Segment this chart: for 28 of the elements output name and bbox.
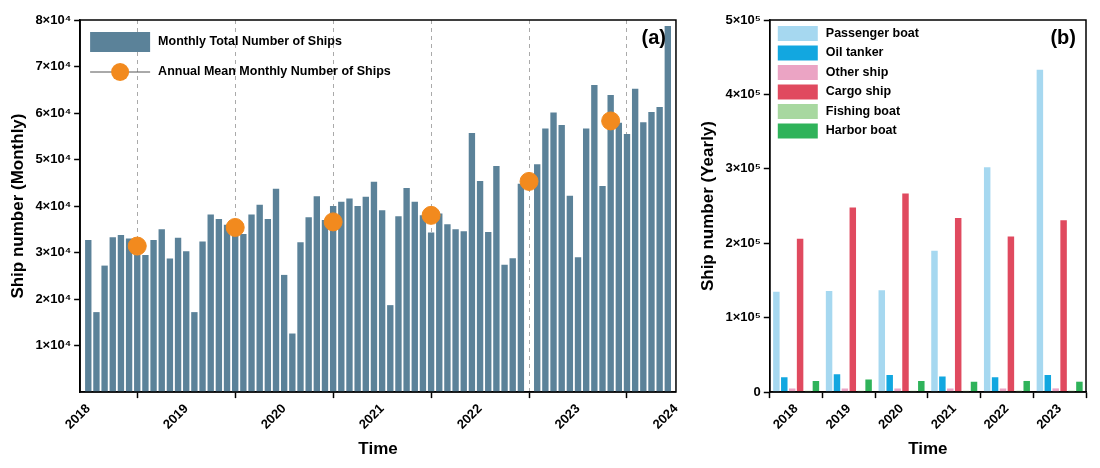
x-axis-title: Time (358, 439, 398, 459)
y-axis-title: Ship number (Monthly) (7, 113, 27, 299)
y-tick-label: 6×10⁴ (35, 104, 72, 120)
y-axis-title: Ship number (Yearly) (697, 121, 717, 292)
y-tick-label: 2×10⁴ (35, 290, 72, 306)
legend-label: Other ship (825, 64, 889, 79)
y-tick-label: 0 (753, 383, 761, 399)
y-tick-label: 7×10⁴ (35, 58, 72, 74)
y-tick-label: 4×10⁵ (725, 86, 761, 101)
y-tick-label: 5×10⁴ (35, 151, 72, 167)
y-tick-label: 1×10⁴ (35, 337, 72, 353)
legend-label: Harbor boat (825, 123, 898, 138)
y-tick-label: 5×10⁵ (725, 11, 761, 27)
legend-label: Passenger boat (825, 25, 920, 40)
y-tick-label: 1×10⁵ (725, 309, 761, 325)
y-tick-label: 2×10⁵ (725, 234, 761, 250)
annotation: (b) (1050, 25, 1076, 48)
legend-label: Oil tanker (825, 45, 884, 60)
legend-label: Annual Mean Monthly Number of Ships (158, 64, 391, 79)
y-tick-label: 4×10⁴ (35, 197, 72, 213)
y-tick-label: 3×10⁵ (725, 160, 761, 176)
legend-label: Cargo ship (825, 84, 892, 99)
y-tick-label: 8×10⁴ (35, 11, 72, 27)
y-tick-label: 3×10⁴ (35, 244, 72, 260)
legend-label: Fishing boat (825, 103, 901, 118)
x-axis-title: Time (908, 439, 948, 459)
annotation: (a) (641, 25, 666, 48)
legend-label: Monthly Total Number of Ships (158, 34, 342, 49)
